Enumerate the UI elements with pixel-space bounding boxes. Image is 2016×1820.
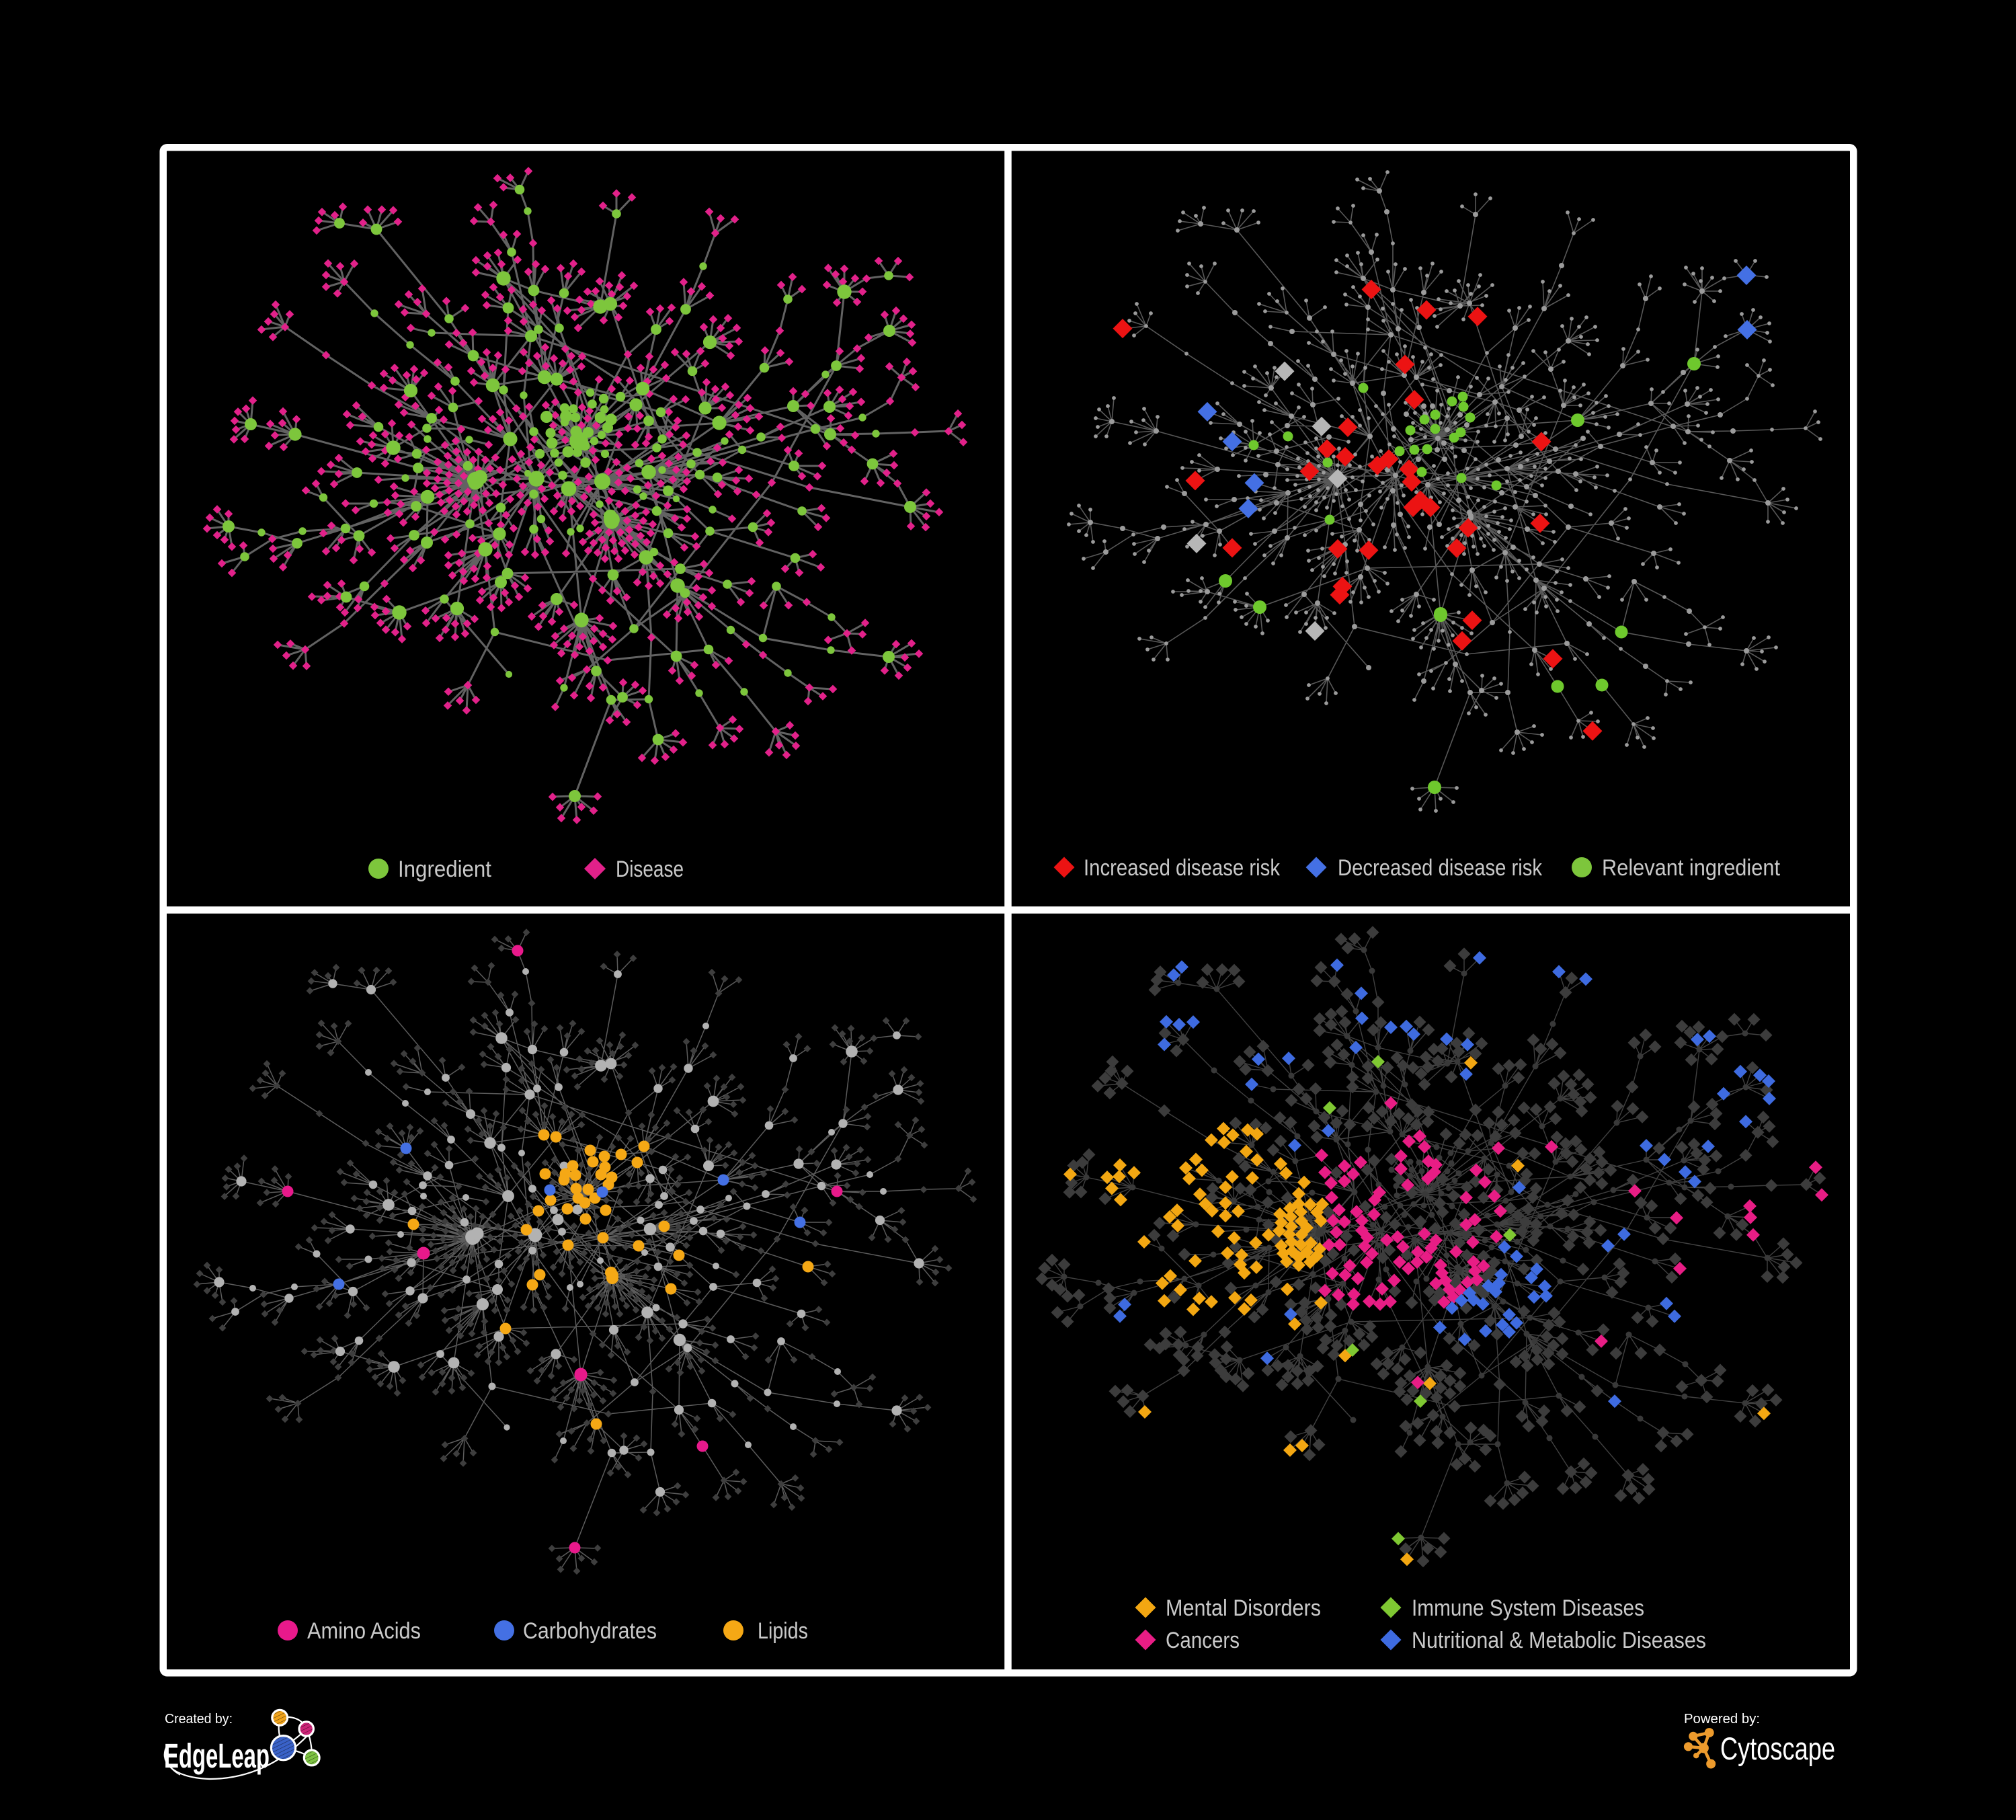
svg-text:Cytoscape: Cytoscape (1720, 1731, 1835, 1766)
svg-text:Increased disease risk: Increased disease risk (1084, 855, 1281, 881)
svg-text:Relevant ingredient: Relevant ingredient (1602, 855, 1781, 881)
svg-text:EdgeLeap: EdgeLeap (164, 1737, 270, 1775)
svg-text:Mental Disorders: Mental Disorders (1166, 1595, 1321, 1621)
svg-text:Amino Acids: Amino Acids (307, 1618, 421, 1644)
svg-text:Nutritional & Metabolic Diseas: Nutritional & Metabolic Diseases (1412, 1628, 1706, 1653)
svg-text:Immune System Diseases: Immune System Diseases (1412, 1595, 1644, 1621)
svg-text:Created by:: Created by: (165, 1712, 233, 1727)
svg-text:Lipids: Lipids (758, 1618, 808, 1644)
svg-text:Ingredient: Ingredient (398, 857, 491, 882)
svg-text:Powered by:: Powered by: (1684, 1712, 1760, 1727)
svg-text:Decreased disease risk: Decreased disease risk (1338, 855, 1543, 881)
svg-text:Cancers: Cancers (1166, 1628, 1240, 1653)
svg-text:Carbohydrates: Carbohydrates (523, 1618, 657, 1644)
svg-text:Disease: Disease (616, 857, 684, 882)
